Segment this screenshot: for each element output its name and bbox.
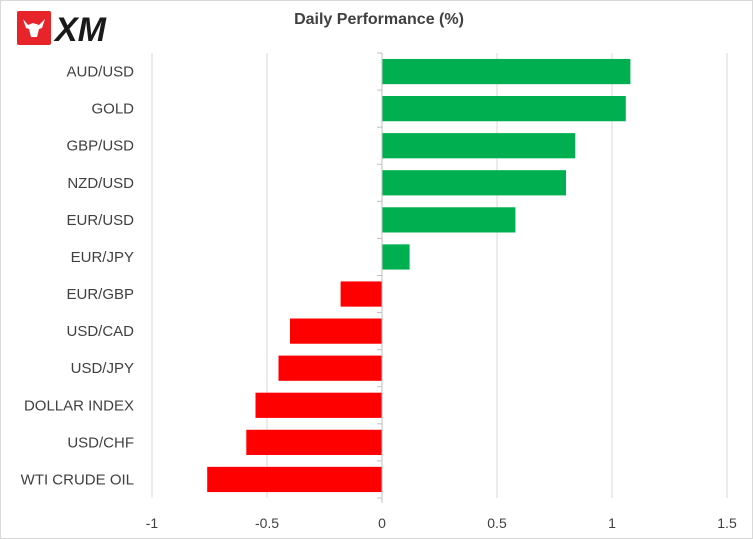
bull-icon: [17, 11, 51, 45]
x-tick-label: -1: [146, 515, 159, 531]
bar: [340, 281, 382, 307]
chart-title: Daily Performance (%): [294, 11, 464, 28]
category-label: USD/CAD: [66, 323, 134, 340]
category-label: GOLD: [91, 101, 134, 118]
category-label: USD/JPY: [71, 360, 134, 377]
category-label: USD/CHF: [67, 434, 134, 451]
bar: [207, 466, 382, 493]
bar: [382, 244, 410, 270]
x-tick-label: 1: [608, 515, 616, 531]
bar: [290, 318, 382, 344]
category-label: NZD/USD: [67, 175, 134, 192]
svg-text:XM: XM: [53, 11, 107, 45]
x-tick-label: 0.5: [487, 515, 507, 531]
category-label: EUR/USD: [66, 212, 134, 229]
bar: [246, 429, 382, 455]
category-label: WTI CRUDE OIL: [21, 471, 134, 488]
bar: [382, 133, 576, 159]
bar: [278, 355, 382, 381]
x-tick-label: 0: [378, 515, 386, 531]
category-label: AUD/USD: [66, 64, 134, 81]
xm-logo: XM: [17, 11, 157, 50]
category-label: DOLLAR INDEX: [24, 397, 134, 414]
bar: [382, 170, 566, 196]
category-label: GBP/USD: [66, 138, 134, 155]
bar: [382, 96, 626, 122]
bar: [382, 58, 631, 85]
bar: [382, 207, 516, 233]
bar: [255, 392, 382, 418]
category-label: EUR/JPY: [71, 249, 134, 266]
x-tick-label: 1.5: [717, 515, 737, 531]
category-label: EUR/GBP: [66, 286, 134, 303]
x-tick-label: -0.5: [255, 515, 279, 531]
